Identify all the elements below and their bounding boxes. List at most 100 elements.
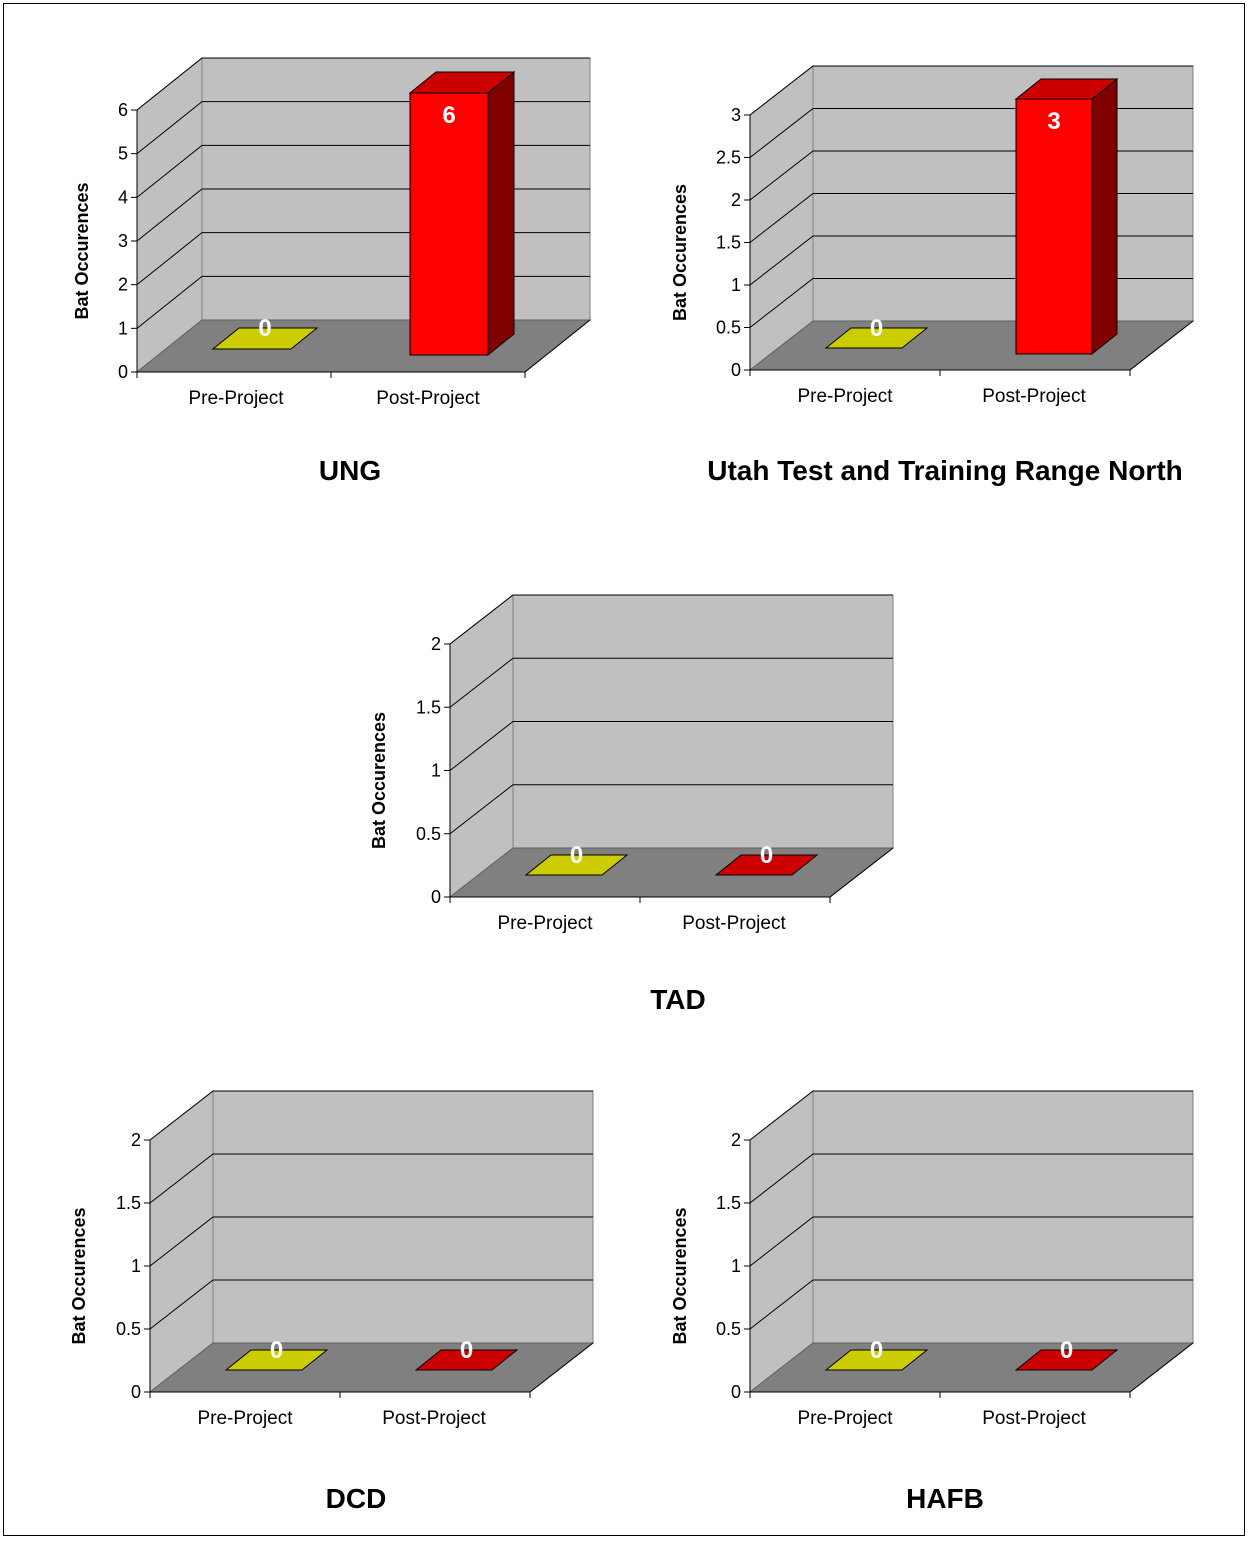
y-tick-label: 2: [731, 1130, 741, 1150]
bar-top: [1014, 78, 1119, 100]
y-tick-label: 1: [431, 761, 441, 781]
category-label: Pre-Project: [797, 386, 893, 407]
gridline: [136, 57, 590, 111]
chart-1: 0 0.5 1 1.5 2 2.5 3 0 3 Pre-Project Post-Project Ba…: [670, 64, 1195, 486]
bar: [824, 1349, 929, 1371]
category-label: Post-Project: [682, 913, 786, 934]
gridline: [449, 657, 893, 708]
category-label: Pre-Project: [797, 1408, 893, 1429]
chart-title: TAD: [650, 984, 705, 1015]
page-frame: [3, 3, 1245, 1536]
y-tick-label: 3: [731, 105, 741, 125]
bar: [224, 1349, 329, 1371]
chart-title: HAFB: [906, 1483, 984, 1514]
bar-side: [487, 70, 515, 357]
floor: [748, 320, 1195, 371]
y-tick-label: 3: [118, 231, 128, 251]
chart-2: 0 0.5 1 1.5 2 0 0 Pre-Project Post-Project Bat Oc…: [369, 593, 895, 1015]
y-tick-label: 2: [731, 190, 741, 210]
y-tick-label: 1: [131, 1256, 141, 1276]
category-label: Post-Project: [382, 1408, 486, 1429]
data-label: 0: [760, 842, 773, 869]
gridline: [749, 1153, 1193, 1204]
gridline: [749, 1090, 1193, 1141]
gridline: [149, 1090, 593, 1141]
data-label: 0: [270, 1337, 283, 1364]
y-tick-label: 0: [731, 360, 741, 380]
category-label: Post-Project: [982, 1408, 1086, 1429]
chart-title: Utah Test and Training Range North: [707, 455, 1183, 486]
y-tick-label: 0.5: [416, 824, 441, 844]
bar: [1015, 98, 1093, 355]
gridline: [749, 1216, 1193, 1267]
y-axis-label: Bat Occurences: [72, 182, 92, 319]
floor: [448, 847, 895, 898]
floor-edge: [1129, 320, 1194, 371]
bar: [409, 92, 489, 356]
chart-0: 0 1 2 3 4 5 6 0 6 Pre-Project Post-Project Bat Occu…: [72, 56, 592, 486]
y-tick-label: 0: [731, 1382, 741, 1402]
gridline: [449, 721, 893, 771]
category-label: Post-Project: [982, 386, 1086, 407]
y-tick-label: 2.5: [716, 148, 741, 168]
category-label: Pre-Project: [197, 1408, 293, 1429]
chart-4: 0 0.5 1 1.5 2 0 0 Pre-Project Post-Project Bat Oc…: [670, 1089, 1195, 1514]
y-axis-label: Bat Occurences: [69, 1207, 89, 1344]
gridline: [149, 1216, 593, 1267]
gridline: [749, 1279, 1193, 1330]
chart-3: 0 0.5 1 1.5 2 0 0 Pre-Project Post-Project Bat Oc…: [69, 1089, 595, 1514]
bar: [1014, 1349, 1119, 1371]
bar-top: [408, 71, 516, 94]
y-tick-label: 0: [118, 362, 128, 382]
y-tick-label: 0.5: [716, 318, 741, 338]
gridline: [449, 784, 893, 835]
gridline: [149, 1153, 593, 1204]
data-label: 6: [442, 102, 455, 129]
y-axis-label: Bat Occurences: [670, 184, 690, 321]
floor: [148, 1342, 595, 1393]
gridline: [749, 65, 1193, 116]
category-label: Pre-Project: [188, 388, 284, 409]
bar: [824, 327, 929, 349]
floor-edge: [829, 847, 894, 898]
data-label: 0: [460, 1337, 473, 1364]
y-axis-label: Bat Occurences: [369, 712, 389, 849]
y-tick-label: 1: [118, 318, 128, 338]
y-tick-label: 2: [118, 275, 128, 295]
bar: [524, 854, 629, 876]
floor: [135, 319, 592, 373]
y-tick-label: 0.5: [116, 1319, 141, 1339]
floor-edge: [524, 319, 591, 373]
category-label: Pre-Project: [497, 913, 593, 934]
floor-edge: [529, 1342, 594, 1393]
data-label: 3: [1047, 108, 1060, 135]
y-tick-label: 4: [118, 187, 128, 207]
data-label: 0: [258, 315, 271, 342]
y-tick-label: 2: [431, 634, 441, 654]
data-label: 0: [1060, 1337, 1073, 1364]
y-tick-label: 1.5: [416, 697, 441, 717]
y-tick-label: 1: [731, 275, 741, 295]
bar-side: [1091, 77, 1118, 356]
floor-edge: [1129, 1342, 1194, 1393]
y-tick-label: 6: [118, 100, 128, 120]
chart-title: DCD: [326, 1483, 387, 1514]
y-tick-label: 0: [431, 887, 441, 907]
bar: [414, 1349, 519, 1371]
data-label: 0: [870, 1337, 883, 1364]
y-tick-label: 0.5: [716, 1319, 741, 1339]
bar: [211, 327, 319, 350]
gridline: [449, 594, 893, 645]
chart-title: UNG: [319, 455, 381, 486]
y-tick-label: 2: [131, 1130, 141, 1150]
category-label: Post-Project: [376, 388, 480, 409]
data-label: 0: [870, 315, 883, 342]
bar: [714, 854, 819, 876]
y-axis-label: Bat Occurences: [670, 1207, 690, 1344]
y-tick-label: 1.5: [716, 1193, 741, 1213]
y-tick-label: 1.5: [116, 1193, 141, 1213]
floor: [748, 1342, 1195, 1393]
data-label: 0: [570, 842, 583, 869]
y-tick-label: 0: [131, 1382, 141, 1402]
